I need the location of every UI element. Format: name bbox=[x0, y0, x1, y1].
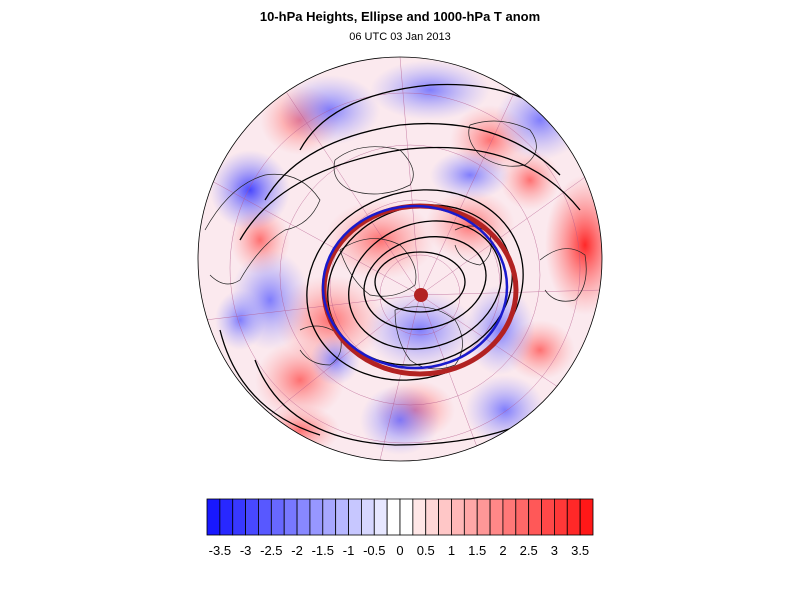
colorbar-box bbox=[219, 498, 234, 536]
colorbar-box bbox=[296, 498, 311, 536]
colorbar-tick-label: -3.5 bbox=[209, 543, 231, 558]
colorbar-box bbox=[348, 498, 362, 536]
colorbar-tick-label: 3 bbox=[551, 543, 558, 558]
colorbar-tick-label: -0.5 bbox=[363, 543, 385, 558]
colorbar-box bbox=[579, 498, 594, 536]
colorbar-box bbox=[322, 498, 337, 536]
colorbar-box bbox=[412, 498, 427, 536]
colorbar-tick-label: 0.5 bbox=[417, 543, 435, 558]
colorbar-box bbox=[438, 498, 452, 536]
colorbar-box bbox=[566, 498, 581, 536]
colorbar-tick-label: -2 bbox=[291, 543, 303, 558]
colorbar-box bbox=[489, 498, 504, 536]
anomaly-field bbox=[198, 57, 602, 461]
colorbar-tick-label: 1.5 bbox=[468, 543, 486, 558]
colorbar-tick-label: -1.5 bbox=[312, 543, 334, 558]
colorbar-tick-label: -2.5 bbox=[260, 543, 282, 558]
colorbar-box bbox=[373, 498, 388, 536]
colorbar-box bbox=[502, 498, 517, 536]
colorbar-box bbox=[476, 498, 491, 536]
colorbar-box bbox=[258, 498, 272, 536]
vortex-ellipse-inner bbox=[321, 204, 509, 370]
colorbar-box bbox=[232, 498, 247, 536]
colorbar-box bbox=[515, 498, 530, 536]
colorbar-labels: -3.5 -3 -2.5 -2 -1.5 -1 -0.5 0 0.5 1 1.5 2 2.5 3 3.5 bbox=[209, 543, 590, 558]
colorbar-box bbox=[360, 498, 375, 536]
colorbar-box bbox=[245, 498, 259, 536]
colorbar-box bbox=[554, 498, 568, 536]
colorbar-box bbox=[206, 498, 221, 536]
colorbar-tick-label: 3.5 bbox=[571, 543, 589, 558]
colorbar-box bbox=[309, 498, 324, 536]
vortex-center-marker bbox=[414, 288, 428, 302]
map-subtitle: 06 UTC 03 Jan 2013 bbox=[349, 31, 451, 43]
colorbar-tick-label: 2 bbox=[499, 543, 506, 558]
colorbar-box bbox=[541, 498, 555, 536]
colorbar-box bbox=[283, 498, 298, 536]
colorbar-box bbox=[528, 498, 542, 536]
colorbar-tick-label: -1 bbox=[343, 543, 355, 558]
colorbar-tick-label: 0 bbox=[396, 543, 403, 558]
colorbar-box bbox=[335, 498, 349, 536]
colorbar-box bbox=[270, 498, 285, 536]
colorbar-box bbox=[451, 498, 465, 536]
colorbar-box bbox=[399, 498, 414, 536]
colorbar-tick-label: 2.5 bbox=[520, 543, 538, 558]
globe-outline bbox=[197, 56, 603, 462]
colorbar-box bbox=[463, 498, 478, 536]
colorbar-tick-label: 1 bbox=[448, 543, 455, 558]
colorbar-box bbox=[425, 498, 440, 536]
colorbar-boxes bbox=[206, 498, 594, 536]
map-title: 10-hPa Heights, Ellipse and 1000-hPa T a… bbox=[259, 9, 541, 24]
colorbar-tick-label: -3 bbox=[240, 543, 252, 558]
colorbar-box bbox=[386, 498, 401, 536]
